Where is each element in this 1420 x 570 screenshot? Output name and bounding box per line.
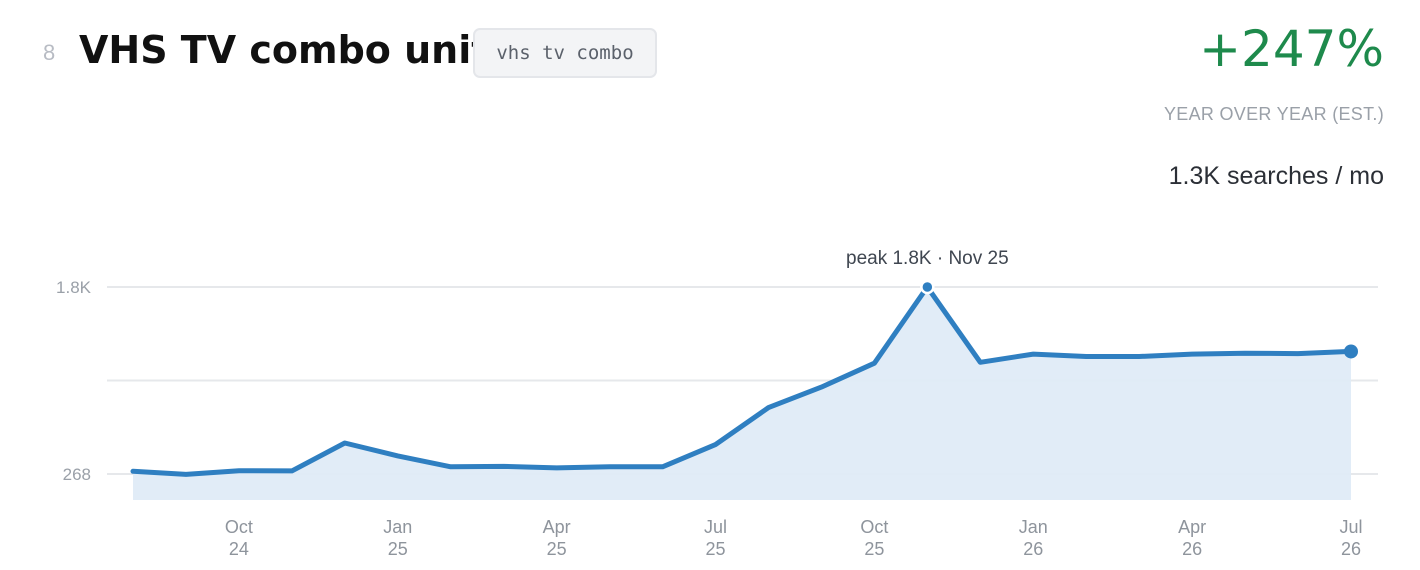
x-tick-month: Jul <box>1339 517 1362 537</box>
x-tick-month: Apr <box>543 517 571 537</box>
x-tick-year: 24 <box>229 539 249 559</box>
growth-label: YEAR OVER YEAR (EST.) <box>1163 104 1384 124</box>
x-tick-month: Jan <box>383 517 412 537</box>
peak-label: peak 1.8K · Nov 25 <box>846 248 1009 269</box>
x-tick-month: Apr <box>1178 517 1206 537</box>
chart-line-series <box>130 284 1354 477</box>
keyword-chip[interactable]: vhs tv combo <box>473 28 657 78</box>
x-tick-year: 25 <box>547 539 567 559</box>
x-tick-month: Jan <box>1019 517 1048 537</box>
x-tick-year: 25 <box>864 539 884 559</box>
x-tick-year: 26 <box>1023 539 1043 559</box>
x-tick-month: Jul <box>704 517 727 537</box>
last-point-marker <box>1344 344 1358 359</box>
x-tick-year: 25 <box>706 539 726 559</box>
y-tick-label: 268 <box>63 465 91 484</box>
x-tick-month: Oct <box>225 517 253 537</box>
x-tick-year: 25 <box>388 539 408 559</box>
rank-number: 8 <box>43 40 56 65</box>
x-tick-year: 26 <box>1341 539 1361 559</box>
x-tick-year: 26 <box>1182 539 1202 559</box>
growth-percentage: +247% <box>1199 20 1384 78</box>
trend-title: VHS TV combo units <box>79 28 513 72</box>
chart-area-fill <box>133 287 1351 500</box>
search-volume: 1.3K searches / mo <box>1168 162 1384 190</box>
y-tick-label: 1.8K <box>56 278 92 297</box>
x-tick-month: Oct <box>860 517 888 537</box>
peak-point-marker <box>920 279 935 295</box>
